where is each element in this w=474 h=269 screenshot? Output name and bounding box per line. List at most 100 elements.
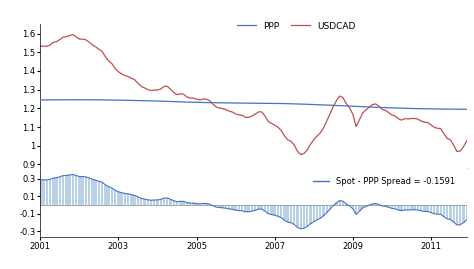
Bar [117, 192, 119, 205]
Line: PPP: PPP [40, 100, 467, 109]
Bar [218, 205, 220, 207]
Bar [173, 201, 175, 205]
PPP [171, 100, 177, 103]
USDCAD [76, 37, 82, 41]
Bar [88, 178, 91, 205]
Bar [260, 205, 263, 209]
Bar [326, 205, 328, 213]
Bar [182, 201, 185, 205]
Bar [42, 180, 45, 205]
Bar [211, 205, 214, 206]
Bar [94, 180, 97, 205]
Bar [335, 203, 338, 205]
Bar [247, 205, 250, 212]
Bar [153, 200, 155, 205]
Bar [199, 204, 201, 205]
Bar [407, 205, 410, 210]
Bar [303, 205, 305, 228]
Bar [205, 203, 208, 205]
Bar [75, 175, 77, 205]
Bar [371, 204, 374, 205]
Legend: PPP, USDCAD: PPP, USDCAD [237, 22, 356, 30]
Bar [397, 205, 400, 210]
Bar [443, 205, 445, 217]
Bar [296, 205, 299, 227]
Bar [160, 199, 162, 205]
Bar [348, 205, 351, 206]
Bar [146, 200, 149, 205]
Bar [417, 205, 419, 210]
USDCAD [93, 45, 99, 48]
Bar [68, 175, 71, 205]
Bar [465, 205, 468, 220]
PPP [184, 100, 190, 104]
Bar [176, 202, 178, 205]
Bar [338, 201, 341, 205]
Bar [436, 205, 439, 214]
Bar [267, 205, 269, 214]
Bar [46, 180, 48, 205]
Bar [143, 199, 146, 205]
Bar [91, 179, 93, 205]
Bar [237, 205, 240, 211]
Bar [280, 205, 283, 218]
Bar [169, 199, 172, 205]
Bar [39, 180, 42, 205]
Bar [290, 205, 292, 223]
Bar [114, 190, 117, 205]
Bar [49, 179, 51, 205]
Bar [423, 205, 426, 211]
Bar [244, 205, 246, 212]
Bar [65, 175, 68, 205]
Bar [391, 205, 393, 208]
Bar [231, 205, 234, 209]
Bar [221, 205, 224, 208]
Bar [312, 205, 315, 222]
PPP [37, 98, 43, 101]
Bar [85, 177, 87, 205]
Bar [62, 176, 64, 205]
Bar [446, 205, 448, 219]
Bar [241, 205, 243, 211]
Bar [401, 205, 403, 211]
Bar [439, 205, 442, 214]
Bar [163, 198, 165, 205]
Bar [127, 194, 129, 205]
Bar [394, 205, 396, 209]
Bar [355, 205, 357, 214]
Bar [374, 203, 377, 205]
Bar [319, 205, 321, 218]
Bar [309, 205, 312, 224]
Bar [387, 205, 390, 207]
Bar [283, 205, 286, 220]
USDCAD [464, 139, 470, 142]
Bar [365, 205, 367, 207]
Bar [462, 205, 465, 223]
Bar [101, 182, 103, 205]
USDCAD [298, 153, 303, 156]
Bar [322, 205, 325, 216]
Bar [134, 195, 136, 205]
Bar [254, 205, 256, 210]
USDCAD [386, 111, 392, 114]
Bar [59, 177, 61, 205]
Bar [55, 178, 58, 205]
Bar [420, 205, 422, 211]
PPP [383, 106, 388, 109]
Bar [277, 205, 279, 216]
Legend: Spot - PPP Spread = -0.1591: Spot - PPP Spread = -0.1591 [310, 174, 458, 189]
Bar [410, 205, 413, 210]
Bar [251, 205, 253, 211]
Bar [286, 205, 289, 222]
Bar [228, 205, 230, 209]
Bar [430, 205, 432, 213]
Bar [156, 200, 159, 205]
Bar [52, 178, 55, 205]
PPP [76, 98, 82, 101]
Bar [449, 205, 452, 220]
USDCAD [70, 33, 76, 36]
Bar [273, 205, 276, 215]
Bar [361, 205, 364, 208]
Bar [235, 205, 237, 210]
Bar [130, 195, 133, 205]
